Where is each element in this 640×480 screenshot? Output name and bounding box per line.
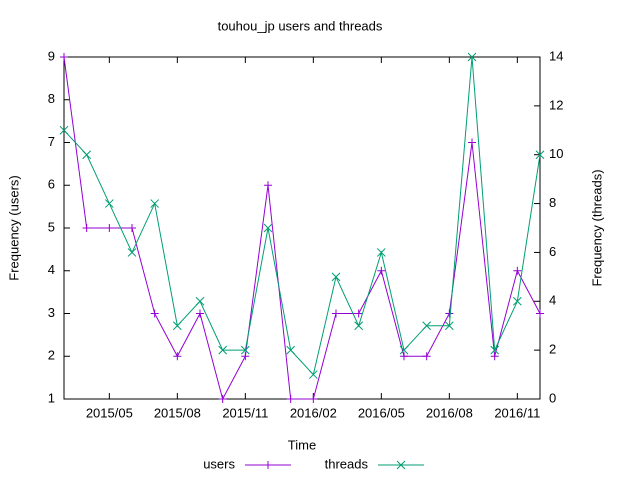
x-tick-label: 2016/11 <box>494 405 540 420</box>
data-point <box>309 395 318 403</box>
data-point <box>104 199 114 208</box>
y2-tick-label: 0 <box>549 390 556 405</box>
data-point <box>286 395 295 403</box>
x-tick-label: 2016/08 <box>426 405 473 420</box>
legend-marker <box>264 461 272 469</box>
y2-tick-label: 2 <box>549 342 556 357</box>
legend-label: users <box>203 456 235 471</box>
legend-marker <box>396 460 406 470</box>
data-point <box>422 321 432 331</box>
data-point <box>467 52 477 62</box>
data-point <box>535 150 545 160</box>
data-point <box>490 352 499 361</box>
data-point <box>263 223 273 233</box>
y-axis-label: Frequency (users) <box>6 175 21 280</box>
data-point <box>468 138 476 147</box>
y-tick-label: 1 <box>48 390 55 405</box>
legend-label: threads <box>325 456 369 471</box>
data-point <box>286 345 296 355</box>
data-point <box>59 125 69 135</box>
data-point <box>173 352 182 361</box>
x-tick-label: 2015/08 <box>154 405 201 420</box>
data-point <box>264 181 272 190</box>
series-line <box>63 56 541 376</box>
x-tick-label: 2015/11 <box>222 405 268 420</box>
y2-axis-label: Frequency (threads) <box>589 169 604 286</box>
data-point <box>241 352 250 361</box>
y2-tick-label: 8 <box>549 195 556 210</box>
y-tick-label: 9 <box>48 48 55 63</box>
data-point <box>172 321 182 331</box>
x-axis-label: Time <box>288 437 316 452</box>
data-point <box>150 309 159 318</box>
data-point <box>444 321 454 331</box>
series-line <box>63 56 541 401</box>
data-point <box>196 309 204 318</box>
data-point <box>240 345 250 355</box>
data-point <box>331 272 341 282</box>
data-point <box>354 309 363 318</box>
y2-tick-label: 12 <box>549 97 563 112</box>
x-tick-label: 2015/05 <box>86 405 133 420</box>
y-tick-label: 5 <box>48 219 55 234</box>
data-point <box>150 199 160 208</box>
x-tick-label: 2016/02 <box>290 405 337 420</box>
y2-tick-label: 4 <box>549 293 556 308</box>
data-point <box>82 224 91 232</box>
y-tick-label: 8 <box>48 91 55 106</box>
data-point <box>445 309 454 318</box>
data-point <box>490 345 500 355</box>
data-point <box>127 248 137 257</box>
data-point <box>354 321 364 331</box>
data-point <box>376 248 386 257</box>
data-point <box>422 352 431 361</box>
data-point <box>377 266 386 275</box>
x-tick-label: 2016/05 <box>358 405 405 420</box>
y2-tick-label: 6 <box>549 244 556 259</box>
y-tick-label: 4 <box>48 262 55 277</box>
data-point <box>60 53 68 61</box>
data-point <box>218 345 228 355</box>
data-point <box>308 370 318 379</box>
y2-tick-label: 10 <box>549 146 563 161</box>
data-point <box>536 309 544 318</box>
data-point <box>513 266 522 275</box>
y-tick-label: 2 <box>48 348 55 363</box>
data-point <box>195 296 205 306</box>
y-tick-label: 6 <box>48 177 55 192</box>
y-tick-label: 7 <box>48 134 55 149</box>
data-point <box>218 395 227 403</box>
y-tick-label: 3 <box>48 305 55 320</box>
data-point <box>105 224 114 232</box>
y2-tick-label: 14 <box>549 48 563 63</box>
data-point <box>400 352 408 361</box>
data-point <box>399 345 409 355</box>
data-point <box>332 309 340 318</box>
data-point <box>128 224 136 232</box>
data-point <box>512 296 522 306</box>
chart-title: touhou_jp users and threads <box>218 18 383 33</box>
data-point <box>82 150 92 160</box>
